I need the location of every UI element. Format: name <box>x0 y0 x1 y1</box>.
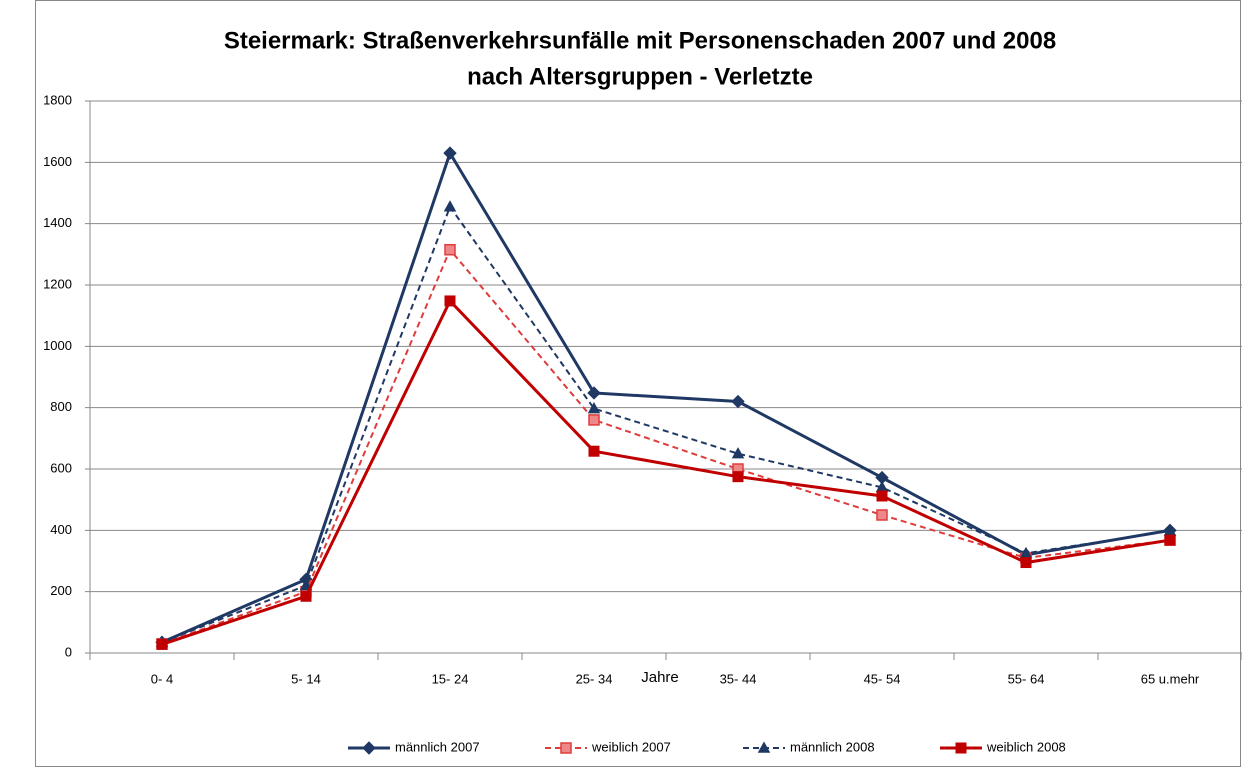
data-point <box>876 490 888 502</box>
y-tick-label: 600 <box>50 460 72 475</box>
chart-title: nach Altersgruppen - Verletzte <box>467 63 813 90</box>
data-point <box>300 590 312 602</box>
legend-label: männlich 2008 <box>790 739 875 754</box>
y-tick-label: 400 <box>50 522 72 537</box>
data-point <box>587 402 601 414</box>
data-point <box>731 447 745 459</box>
data-point <box>587 386 601 400</box>
chart-frame <box>35 0 1241 767</box>
series-line <box>161 204 1171 644</box>
y-tick-label: 800 <box>50 399 72 414</box>
legend-label: männlich 2007 <box>395 739 480 754</box>
series-line <box>161 149 1171 644</box>
data-point <box>1020 557 1032 569</box>
data-point <box>876 509 888 521</box>
x-axis-label: Jahre <box>641 669 679 686</box>
legend-marker <box>757 741 771 753</box>
legend-label: weiblich 2008 <box>986 739 1066 754</box>
y-tick-label: 1400 <box>43 215 72 230</box>
y-tick-label: 200 <box>50 583 72 598</box>
x-tick-label: 65 u.mehr <box>1141 671 1200 686</box>
y-tick-label: 1600 <box>43 154 72 169</box>
series-line <box>161 298 1171 646</box>
data-point <box>588 414 600 426</box>
x-tick-label: 15- 24 <box>432 671 469 686</box>
y-tick-label: 1200 <box>43 276 72 291</box>
legend-marker <box>362 741 376 755</box>
data-point <box>1164 534 1176 546</box>
data-point <box>156 638 168 650</box>
y-tick-label: 1000 <box>43 338 72 353</box>
y-tick-label: 1800 <box>43 92 72 107</box>
data-point <box>732 471 744 483</box>
data-point <box>443 146 457 160</box>
legend-marker <box>955 742 967 754</box>
y-tick-label: 0 <box>65 644 72 659</box>
x-tick-label: 55- 64 <box>1008 671 1045 686</box>
x-tick-label: 35- 44 <box>720 671 757 686</box>
data-point <box>299 578 313 591</box>
data-point <box>444 295 456 307</box>
x-tick-label: 25- 34 <box>576 671 613 686</box>
data-point <box>444 243 456 256</box>
x-tick-label: 0- 4 <box>151 671 173 686</box>
data-point <box>443 200 457 212</box>
x-tick-label: 45- 54 <box>864 671 901 686</box>
data-point <box>731 394 745 409</box>
x-tick-label: 5- 14 <box>291 671 321 686</box>
legend-marker <box>560 742 572 754</box>
legend-label: weiblich 2007 <box>591 739 671 754</box>
data-point <box>588 445 600 457</box>
chart-title: Steiermark: Straßenverkehrsunfälle mit P… <box>224 27 1056 54</box>
